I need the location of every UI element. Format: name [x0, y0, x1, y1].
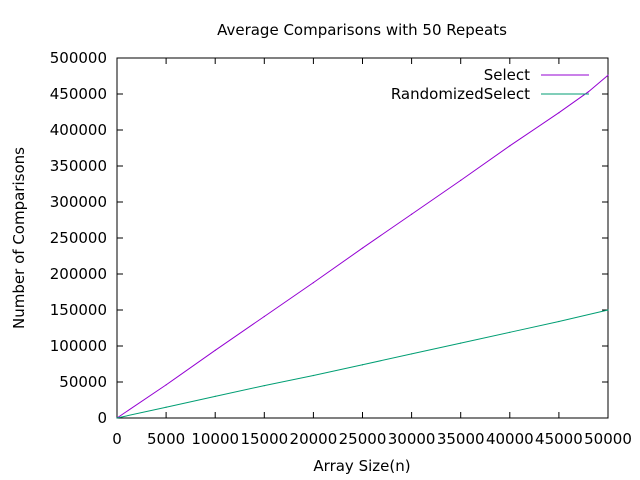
data-point [165, 384, 167, 386]
data-point [558, 320, 560, 323]
data-point [361, 364, 364, 366]
y-tick-label: 200000 [50, 265, 107, 283]
x-tick-label: 40000 [486, 430, 534, 448]
y-tick-label: 100000 [50, 337, 107, 355]
series-line-randomizedselect [116, 309, 609, 419]
legend-label: RandomizedSelect [391, 85, 530, 103]
x-tick-label: 20000 [290, 430, 338, 448]
data-point [116, 417, 118, 419]
data-point [312, 282, 314, 284]
data-point [607, 74, 609, 76]
legend-label: Select [484, 66, 530, 84]
x-tick-label: 15000 [240, 430, 288, 448]
y-tick-label: 0 [97, 409, 107, 427]
tick-layer: 0 5000 10000 15000 20000 25000 30000 35000 40000… [50, 49, 632, 448]
data-point [165, 406, 167, 408]
y-tick-label: 500000 [50, 49, 107, 67]
y-tick-label: 150000 [50, 301, 107, 319]
chart-title: Average Comparisons with 50 Repeats [217, 21, 507, 39]
y-tick-label: 50000 [59, 373, 107, 391]
y-axis-label: Number of Comparisons [10, 147, 28, 329]
data-point [263, 315, 265, 318]
y-tick-label: 350000 [50, 157, 107, 175]
x-tick-label: 45000 [535, 430, 583, 448]
x-tick-label: 35000 [437, 430, 485, 448]
data-point [214, 395, 216, 397]
data-point [607, 309, 609, 311]
data-point [509, 331, 511, 333]
y-tick-label: 300000 [50, 193, 107, 211]
x-tick-label: 50000 [584, 430, 632, 448]
x-tick-label: 10000 [191, 430, 239, 448]
data-point [361, 247, 364, 249]
y-tick-label: 450000 [50, 85, 107, 103]
x-tick-label: 25000 [339, 430, 387, 448]
data-point [263, 385, 265, 387]
data-point [214, 349, 216, 351]
series-layer [116, 74, 609, 419]
x-tick-label: 30000 [388, 430, 436, 448]
data-point [460, 179, 462, 181]
plot-frame [116, 57, 609, 419]
data-point [312, 374, 314, 377]
y-tick-label: 400000 [50, 121, 107, 139]
x-axis-label: Array Size(n) [313, 457, 410, 475]
data-point [411, 213, 413, 215]
y-tick-label: 250000 [50, 229, 107, 247]
data-point [411, 353, 413, 355]
data-point [460, 342, 462, 344]
data-point [587, 91, 589, 93]
x-tick-label: 5000 [147, 430, 185, 448]
series-line-select [116, 74, 609, 419]
data-point [558, 112, 560, 114]
data-point [509, 145, 511, 147]
x-tick-label: 0 [112, 430, 122, 448]
